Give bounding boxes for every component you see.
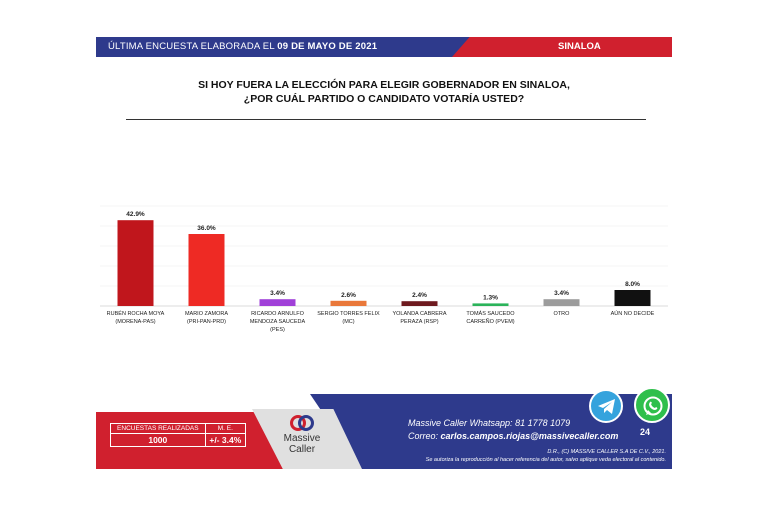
category-label: (MORENA-PAS) (115, 319, 155, 325)
survey-stats-table: ENCUESTAS REALIZADAS M. E. 1000 +/- 3.4% (110, 423, 247, 447)
page-badge: 24 (640, 427, 651, 437)
whatsapp-label: Massive Caller Whatsapp: (408, 418, 513, 428)
whatsapp-icon[interactable] (634, 387, 670, 423)
logo-line-1: Massive (283, 433, 321, 444)
header-region: SINALOA (558, 41, 601, 52)
category-label: MARIO ZAMORA (185, 311, 228, 317)
data-label: 2.6% (341, 292, 356, 299)
poll-slide: ÚLTIMA ENCUESTA ELABORADA EL 09 DE MAYO … (96, 37, 672, 473)
email-contact: Correo: carlos.campos.riojas@massivecall… (408, 431, 618, 441)
question-line-2: ¿POR CUÁL PARTIDO O CANDIDATO VOTARÍA US… (243, 93, 525, 105)
category-label: (PES) (270, 327, 285, 333)
bar (472, 303, 509, 306)
category-label: RICARDO ARNULFO (251, 311, 305, 317)
category-label: PERAZA (RSP) (400, 319, 438, 325)
data-label: 36.0% (197, 225, 216, 232)
question-line-1: SI HOY FUERA LA ELECCIÓN PARA ELEGIR GOB… (198, 79, 570, 91)
category-label: OTRO (554, 311, 571, 317)
category-label: MENDOZA SAUCEDA (250, 319, 306, 325)
header-label: ÚLTIMA ENCUESTA ELABORADA EL (108, 41, 275, 52)
header-title: ÚLTIMA ENCUESTA ELABORADA EL 09 DE MAYO … (108, 41, 377, 52)
me-label: M. E. (204, 423, 247, 434)
bar (401, 301, 438, 306)
massive-caller-logo: Massive Caller (272, 413, 332, 455)
bar (543, 299, 580, 306)
data-label: 3.4% (270, 290, 285, 297)
whatsapp-contact: Massive Caller Whatsapp: 81 1778 1079 (408, 418, 570, 428)
bar (614, 290, 651, 306)
header-date: 09 DE MAYO DE 2021 (277, 41, 378, 52)
surveys-label: ENCUESTAS REALIZADAS (110, 423, 206, 434)
category-label: TOMÁS SAUCEDO (466, 310, 515, 317)
email-label: Correo: (408, 431, 439, 441)
category-label: AÚN NO DECIDE (611, 310, 655, 317)
category-label: RUBÉN ROCHA MOYA (107, 310, 165, 317)
logo-line-2: Caller (288, 444, 316, 455)
bar (330, 300, 367, 306)
data-label: 1.3% (483, 294, 498, 301)
header-region-band (452, 37, 672, 57)
telegram-icon[interactable] (589, 389, 623, 423)
bar-chart: 42.9% RUBÉN ROCHA MOYA (MORENA-PAS) 36.0% MA… (100, 205, 668, 333)
copyright-text: D.R., (C) MASSIVE CALLER S.A DE C.V., 20… (547, 449, 666, 455)
whatsapp-number: 81 1778 1079 (515, 418, 571, 428)
bar (117, 220, 154, 306)
data-label: 8.0% (625, 281, 640, 288)
data-label: 42.9% (126, 211, 145, 218)
data-label: 3.4% (554, 290, 569, 297)
logo-mark-icon (290, 413, 314, 433)
email-address[interactable]: carlos.campos.riojas@massivecaller.com (440, 431, 619, 441)
question-title: SI HOY FUERA LA ELECCIÓN PARA ELEGIR GOB… (96, 78, 672, 106)
category-label: YOLANDA CABRERA (392, 311, 446, 317)
category-label: (PRI-PAN-PRD) (187, 319, 226, 325)
bar (188, 234, 225, 306)
category-label: (MC) (342, 319, 354, 325)
title-divider (126, 119, 646, 120)
bar (259, 299, 296, 306)
surveys-value: 1000 (110, 433, 206, 447)
category-label: CARREÑO (PVEM) (466, 318, 514, 325)
me-value: +/- 3.4% (204, 433, 247, 447)
data-label: 2.4% (412, 292, 427, 299)
reproduction-notice: Se autoriza la reproducción al hacer ref… (425, 457, 666, 463)
category-label: SERGIO TORRES FELIX (317, 311, 380, 317)
